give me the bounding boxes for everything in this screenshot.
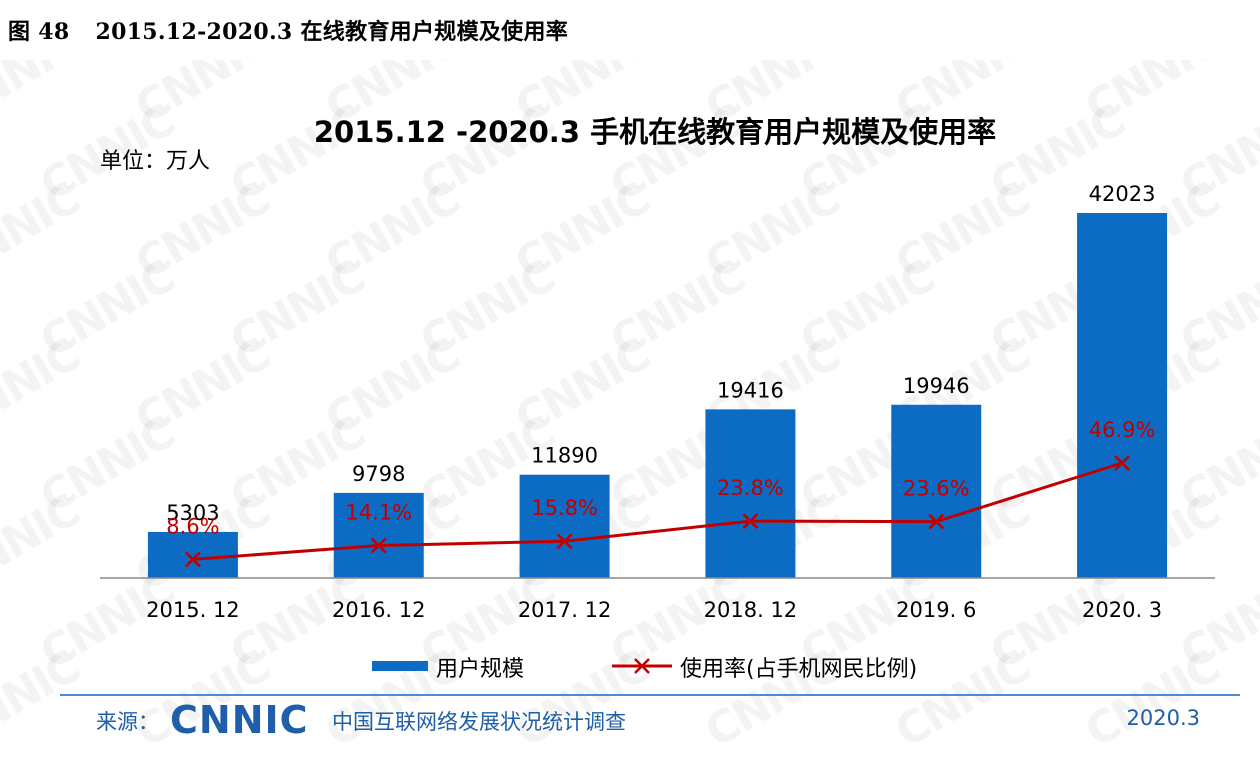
x-tick-label: 2019. 6 <box>896 598 976 622</box>
bar-value-label: 19416 <box>717 378 784 402</box>
usage-rate-label: 23.6% <box>903 477 970 501</box>
bar-labels: 5303 9798 11890 19416 19946 42023 <box>166 182 1155 525</box>
usage-rate-marker <box>370 537 387 554</box>
footer-date: 2020.3 <box>1126 706 1200 730</box>
bar-value-label: 9798 <box>352 462 405 486</box>
legend: 用户规模 使用率(占手机网民比例) <box>372 657 917 682</box>
x-tick-label: 2015. 12 <box>146 598 240 622</box>
usage-rate-label: 46.9% <box>1089 418 1156 442</box>
usage-rate-marker <box>742 513 759 530</box>
legend-label-user-scale: 用户规模 <box>436 657 524 682</box>
source-label: 来源： <box>96 710 159 734</box>
chart-title: 2015.12 -2020.3 手机在线教育用户规模及使用率 <box>314 115 996 149</box>
footer: 来源： CNNIC 中国互联网络发展状况统计调查 2020.3 <box>0 690 1260 756</box>
bar-value-label: 11890 <box>531 444 598 468</box>
x-tick-label: 2016. 12 <box>332 598 426 622</box>
footer-rule <box>60 694 1240 696</box>
legend-swatch-marker <box>634 658 650 674</box>
x-tick-label: 2018. 12 <box>704 598 798 622</box>
bar-value-label: 42023 <box>1089 182 1156 206</box>
figure-caption-text: 2015.12-2020.3 在线教育用户规模及使用率 <box>95 19 569 45</box>
bar-series <box>147 213 1168 578</box>
x-tick-label: 2020. 3 <box>1082 598 1162 622</box>
bar <box>705 409 796 578</box>
usage-rate-line <box>192 461 1123 561</box>
cnnic-logo: CNNIC <box>170 698 309 742</box>
source-organization: 中国互联网络发展状况统计调查 <box>332 710 626 734</box>
unit-label: 单位：万人 <box>100 149 210 174</box>
bar <box>333 492 424 578</box>
usage-rate-marker <box>556 533 573 550</box>
bar-value-label: 19946 <box>903 374 970 398</box>
usage-rate-label: 15.8% <box>531 496 598 520</box>
legend-label-usage-rate: 使用率(占手机网民比例) <box>680 657 917 682</box>
bar <box>519 474 610 578</box>
x-tick-labels: 2015. 12 2016. 12 2017. 12 2018. 12 2019. 6 2… <box>146 598 1162 622</box>
figure-number: 图 48 <box>8 19 70 45</box>
usage-rate-marker <box>928 513 945 530</box>
legend-swatch-bar <box>372 661 428 671</box>
line-labels: 8.6% 14.1% 15.8% 23.8% 23.6% 46.9% <box>166 418 1155 538</box>
x-tick-label: 2017. 12 <box>518 598 612 622</box>
usage-rate-label: 14.1% <box>345 501 412 525</box>
line-series <box>185 455 1130 568</box>
bar-value-label: 5303 <box>166 501 219 525</box>
usage-rate-label: 8.6% <box>166 514 219 538</box>
usage-rate-marker <box>185 551 201 568</box>
bar <box>891 404 982 578</box>
chart: 2015.12 -2020.3 手机在线教育用户规模及使用率 单位：万人 530… <box>100 115 1215 682</box>
usage-rate-label: 23.8% <box>717 476 784 500</box>
usage-rate-marker <box>1114 455 1130 471</box>
figure-caption: 图 48 2015.12-2020.3 在线教育用户规模及使用率 <box>8 14 568 46</box>
bar <box>1077 213 1168 578</box>
bar <box>147 531 238 578</box>
